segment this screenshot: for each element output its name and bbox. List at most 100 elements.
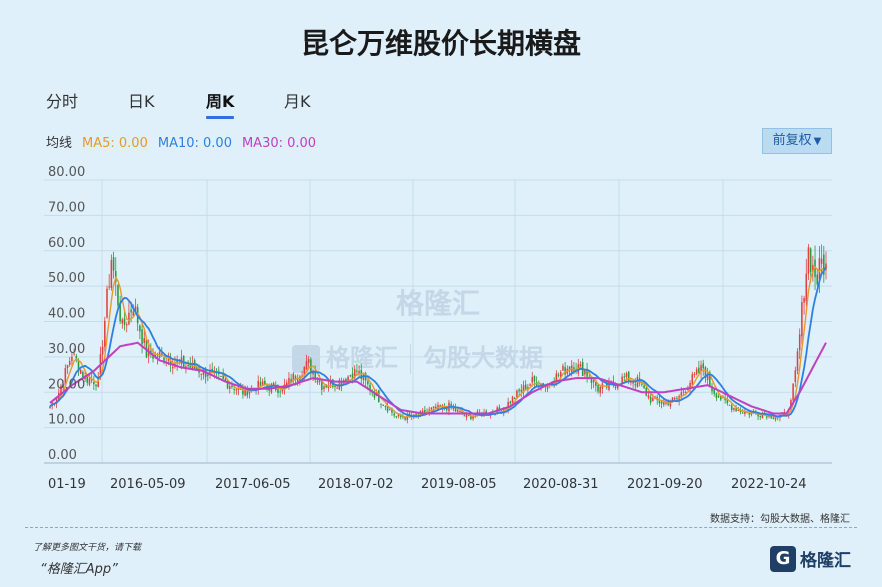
candle-body [296, 379, 299, 382]
candle-body [95, 384, 97, 387]
candle-body [288, 377, 290, 385]
candle-body [143, 338, 146, 343]
candle-body [599, 386, 601, 393]
candle-body [741, 412, 744, 414]
candle-body [452, 407, 455, 409]
candle-body [163, 357, 165, 363]
price-adjust-dropdown[interactable]: 前复权 ▼ [762, 128, 832, 154]
candle-body [584, 370, 586, 375]
candle-body [272, 383, 275, 386]
candle-body [445, 408, 448, 411]
candle-body [380, 403, 382, 405]
candle-body [761, 413, 764, 418]
candle-body [702, 363, 705, 369]
candle-body [362, 374, 365, 380]
candle-body [242, 388, 244, 395]
candle-body [627, 371, 630, 382]
candle-body [816, 274, 819, 285]
candle-body [459, 411, 461, 413]
tab-monthly[interactable]: 月K [284, 92, 311, 111]
ma5-line [49, 265, 827, 419]
candle-body [520, 389, 523, 392]
active-tab-indicator [206, 116, 235, 119]
candle-body [531, 377, 534, 383]
moving-averages [49, 265, 827, 419]
candle-body [279, 391, 281, 393]
candle-body [803, 298, 805, 303]
brand-watermark: 格隆汇 [396, 287, 481, 320]
candle-body [79, 369, 82, 374]
candle-body [397, 414, 400, 417]
candle-body [222, 375, 224, 379]
candle-body [171, 366, 174, 369]
candle-body [435, 406, 437, 409]
candle-body [123, 318, 126, 325]
candle-body [305, 361, 308, 370]
data-source: 数据支持：勾股大数据、格隆汇 [710, 514, 850, 525]
candle-body [294, 376, 297, 380]
candle-body [130, 309, 132, 313]
candle-body [568, 366, 571, 370]
tab-daily[interactable]: 日K [128, 92, 155, 111]
candle-body [246, 389, 249, 396]
candle-body [347, 376, 349, 382]
candle-body [698, 367, 700, 373]
candle-body [393, 413, 395, 416]
candle-body [314, 371, 317, 381]
candle-body [522, 385, 525, 393]
candle-body [660, 401, 663, 404]
candle-body [590, 378, 593, 383]
candle-body [579, 364, 582, 367]
candle-body [623, 376, 626, 378]
candle-body [498, 407, 501, 411]
candle-body [807, 247, 810, 274]
candle-body [224, 378, 227, 382]
chevron-down-icon: ▼ [813, 136, 822, 147]
candle-body [125, 324, 128, 326]
candle-body [805, 273, 808, 302]
candle-body [663, 402, 665, 405]
candle-body [121, 319, 124, 324]
x-tick-label: 2017-06-05 [215, 477, 291, 492]
candle-body [62, 384, 64, 388]
legend-label: 均线 [46, 136, 73, 151]
candle-body [424, 409, 426, 414]
candle-body [316, 380, 319, 383]
candle-body [595, 382, 597, 386]
candle-body [472, 416, 474, 419]
grid [44, 179, 832, 464]
candle-body [101, 346, 104, 355]
candle-body [310, 359, 312, 373]
candle-body [711, 386, 713, 392]
y-tick-label: 70.00 [48, 200, 85, 215]
candle-body [467, 415, 470, 417]
candle-body [290, 378, 292, 384]
candle-body [71, 356, 73, 361]
candle-body [185, 366, 187, 368]
tab-intraday[interactable]: 分时 [46, 92, 79, 111]
candle-body [259, 382, 262, 386]
candle-body [112, 257, 115, 271]
candle-body [592, 380, 595, 383]
tab-weekly[interactable]: 周K [206, 88, 235, 119]
legend-ma10: MA10: 0.00 [157, 136, 232, 151]
legend-ma5: MA5: 0.00 [82, 136, 148, 151]
candle-body [454, 407, 457, 412]
y-tick-label: 60.00 [48, 236, 85, 251]
candle-body [369, 384, 371, 392]
divider [25, 527, 857, 528]
candle-body [450, 403, 452, 408]
candle-body [430, 407, 433, 410]
candle-body [562, 365, 564, 371]
candle-body [676, 398, 678, 400]
page-title: 昆仑万维股价长期横盘 [300, 27, 581, 60]
candle-body [511, 396, 514, 403]
candle-body [235, 389, 238, 391]
y-tick-label: 10.00 [48, 413, 85, 428]
candles [49, 243, 827, 424]
candle-body [128, 312, 130, 325]
candle-body [728, 404, 731, 406]
y-tick-label: 0.00 [48, 448, 77, 463]
candle-body [597, 384, 599, 392]
candle-body [189, 364, 192, 368]
